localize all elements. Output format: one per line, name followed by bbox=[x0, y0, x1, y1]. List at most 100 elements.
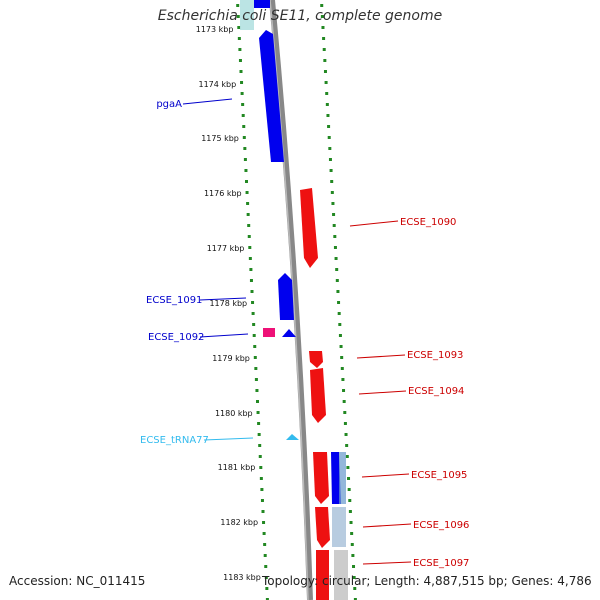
ruler-tick bbox=[236, 4, 240, 7]
ruler-tick bbox=[243, 158, 247, 161]
ruler-tick bbox=[237, 26, 241, 29]
ruler-tick bbox=[257, 433, 261, 436]
ruler-tick bbox=[334, 257, 338, 260]
ruler-tick bbox=[349, 521, 353, 524]
leader-ECSE_1091 bbox=[199, 297, 247, 301]
ruler-tick bbox=[243, 147, 247, 150]
ruler-tick bbox=[344, 433, 348, 436]
gene-ECSE_1095 bbox=[313, 452, 329, 504]
ruler-label: 1180 kbp bbox=[215, 409, 253, 418]
ruler-tick bbox=[342, 400, 346, 403]
ruler-tick bbox=[345, 444, 349, 447]
ruler-tick bbox=[338, 334, 342, 337]
gene-grey-1096 bbox=[332, 507, 346, 547]
ruler-tick bbox=[256, 411, 260, 414]
ruler-tick bbox=[262, 521, 266, 524]
ruler-tick bbox=[330, 180, 334, 183]
ruler-tick bbox=[253, 356, 257, 359]
map-title: Escherichia coli SE11, complete genome bbox=[157, 8, 443, 24]
ruler-tick bbox=[252, 334, 256, 337]
ruler-label: 1183 kbp bbox=[223, 573, 261, 582]
ruler-label: 1173 kbp bbox=[196, 25, 234, 34]
ruler-tick bbox=[329, 169, 333, 172]
gene-blue-1095 bbox=[331, 452, 341, 504]
ruler-tick bbox=[263, 554, 267, 557]
ruler-tick bbox=[322, 48, 326, 51]
ruler-tick bbox=[347, 477, 351, 480]
genome-backbone bbox=[269, 0, 313, 600]
ruler-tick bbox=[351, 554, 355, 557]
ruler-tick bbox=[247, 224, 251, 227]
gene-label: pgaA bbox=[156, 99, 182, 110]
ruler-label: 1175 kbp bbox=[201, 134, 239, 143]
gene-ECSE_1092-misc bbox=[263, 328, 275, 337]
ruler-tick bbox=[340, 367, 344, 370]
ruler-tick bbox=[249, 279, 253, 282]
ruler-tick bbox=[253, 345, 257, 348]
ruler-label: 1177 kbp bbox=[207, 244, 245, 253]
ruler-tick bbox=[338, 323, 342, 326]
ruler-tick bbox=[251, 312, 255, 315]
ruler-tick bbox=[254, 367, 258, 370]
ruler-tick bbox=[352, 565, 356, 568]
ruler-tick bbox=[265, 587, 269, 590]
ruler-tick bbox=[342, 389, 346, 392]
ruler-tick bbox=[327, 125, 331, 128]
leader-ECSE_1090 bbox=[349, 220, 399, 227]
ruler-tick bbox=[326, 114, 330, 117]
ruler-label: 1174 kbp bbox=[198, 80, 236, 89]
ruler-tick bbox=[260, 488, 264, 491]
ruler-tick bbox=[258, 455, 262, 458]
ruler-tick bbox=[350, 532, 354, 535]
gene-ECSE_1093 bbox=[309, 351, 323, 368]
gene-ECSE_1097 bbox=[316, 550, 329, 600]
ruler-tick bbox=[330, 191, 334, 194]
gene-grey-1095 bbox=[339, 452, 346, 504]
ruler-tick bbox=[343, 422, 347, 425]
ruler-tick bbox=[236, 15, 240, 18]
ruler-tick bbox=[238, 59, 242, 62]
ruler-tick bbox=[320, 15, 324, 18]
ruler-tick bbox=[249, 268, 253, 271]
ruler-tick bbox=[241, 103, 245, 106]
ruler-tick bbox=[339, 345, 343, 348]
accession-text: Accession: NC_011415 bbox=[9, 574, 146, 588]
leader-ECSE_1096 bbox=[362, 523, 412, 528]
ruler-tick bbox=[341, 378, 345, 381]
ruler-label: 1179 kbp bbox=[212, 354, 250, 363]
ruler-tick bbox=[244, 169, 248, 172]
ruler-tick bbox=[325, 103, 329, 106]
ruler-tick bbox=[323, 59, 327, 62]
ruler-label: 1182 kbp bbox=[220, 518, 258, 527]
ruler-tick bbox=[248, 257, 252, 260]
ruler-label: 1176 kbp bbox=[204, 189, 242, 198]
ruler-ticks-left bbox=[236, 4, 269, 600]
ruler-tick bbox=[255, 389, 259, 392]
ruler-tick bbox=[260, 499, 264, 502]
genome-backbone-highlight bbox=[269, 0, 309, 600]
ruler-tick bbox=[337, 312, 341, 315]
ruler-tick bbox=[252, 323, 256, 326]
leader-ECSE_tRNA77 bbox=[203, 437, 254, 441]
gene-label: ECSE_1093 bbox=[407, 350, 463, 361]
ruler-tick bbox=[336, 290, 340, 293]
ruler-tick bbox=[333, 246, 337, 249]
gene-top-blue bbox=[254, 0, 270, 8]
ruler-tick bbox=[263, 543, 267, 546]
ruler-label: 1181 kbp bbox=[218, 463, 256, 472]
ruler-tick bbox=[265, 598, 269, 600]
ruler-tick bbox=[332, 224, 336, 227]
ruler-tick bbox=[237, 37, 241, 40]
ruler-tick bbox=[259, 477, 263, 480]
ruler-tick bbox=[238, 48, 242, 51]
gene-top-cyan bbox=[240, 0, 254, 30]
ruler-tick bbox=[328, 147, 332, 150]
ruler-tick bbox=[256, 400, 259, 403]
ruler-labels: 1173 kbp 1174 kbp 1175 kbp 1176 kbp 1177 kbp… bbox=[196, 25, 261, 582]
ruler-tick bbox=[327, 136, 331, 139]
ruler-tick bbox=[353, 598, 357, 600]
ruler-tick bbox=[264, 576, 268, 579]
ruler-tick bbox=[352, 576, 356, 579]
ruler-tick bbox=[251, 301, 255, 304]
